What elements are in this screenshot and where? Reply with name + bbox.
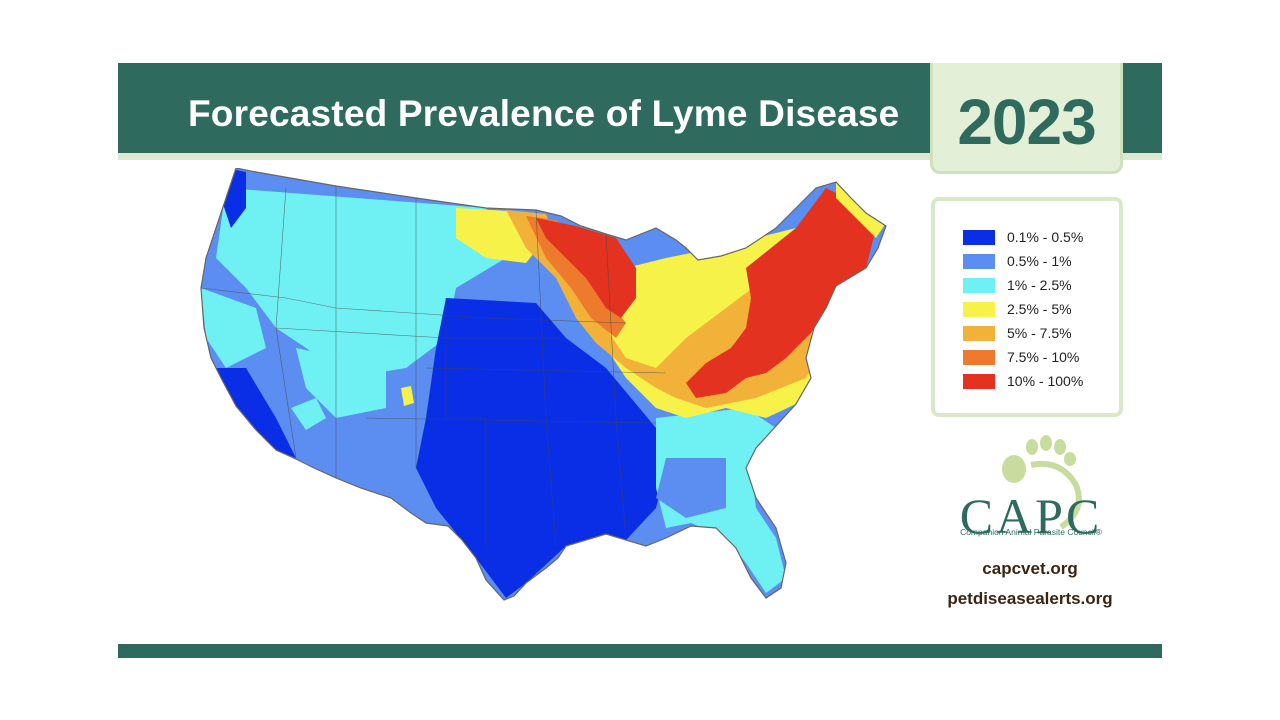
us-map-svg — [200, 167, 887, 601]
link-petdiseasealerts[interactable]: petdiseasealerts.org — [947, 589, 1113, 608]
slide: Forecasted Prevalence of Lyme Disease 20… — [118, 63, 1162, 658]
legend-label: 1% - 2.5% — [1007, 277, 1072, 293]
legend-swatch — [963, 230, 995, 245]
us-map — [186, 167, 906, 633]
year-label: 2023 — [957, 86, 1096, 158]
capc-logo: CAPC Companion Animal Parasite Council® — [936, 435, 1126, 544]
legend-label: 10% - 100% — [1007, 373, 1084, 389]
logo-subtitle: Companion Animal Parasite Council® — [960, 527, 1102, 537]
legend-swatch — [963, 350, 995, 365]
legend-swatch — [963, 278, 995, 293]
map-legend: 0.1% - 0.5% 0.5% - 1% 1% - 2.5% 2.5% - 5… — [931, 197, 1123, 417]
link-capcvet[interactable]: capcvet.org — [982, 559, 1078, 578]
legend-swatch — [963, 326, 995, 341]
header-underline — [118, 153, 1162, 160]
legend-swatch — [963, 374, 995, 389]
legend-label: 2.5% - 5% — [1007, 301, 1072, 317]
footer-bar — [118, 644, 1162, 658]
page-title: Forecasted Prevalence of Lyme Disease — [188, 93, 900, 134]
legend-swatch — [963, 302, 995, 317]
legend-label: 7.5% - 10% — [1007, 349, 1080, 365]
legend-label: 5% - 7.5% — [1007, 325, 1072, 341]
legend-label: 0.5% - 1% — [1007, 253, 1072, 269]
logo-text: CAPC — [959, 488, 1103, 544]
legend-swatch — [963, 254, 995, 269]
legend-label: 0.1% - 0.5% — [1007, 229, 1084, 245]
paw-icon — [1002, 435, 1082, 530]
year-box: 2023 — [930, 63, 1123, 174]
